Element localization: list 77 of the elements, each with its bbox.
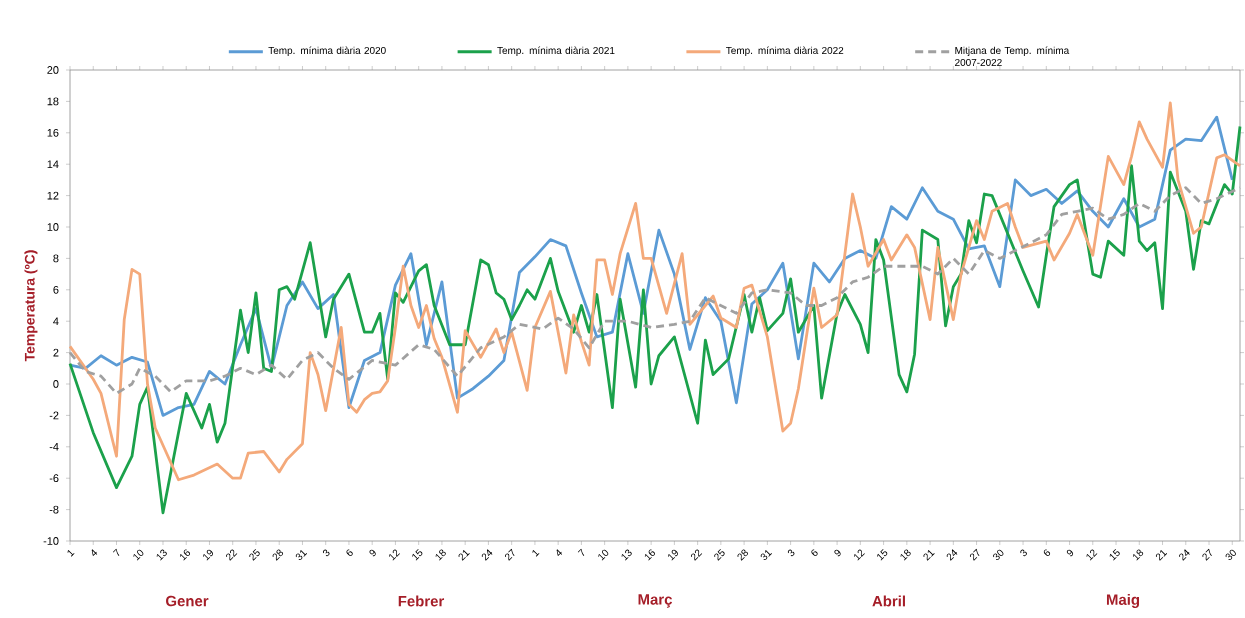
- x-tick-label: 18: [1132, 549, 1144, 561]
- x-tick-label: 15: [877, 548, 888, 561]
- text: Febrer: [398, 595, 445, 607]
- x-tick-label: 12: [854, 549, 865, 561]
- text: Març: [638, 594, 673, 608]
- x-tick-label: 1: [67, 549, 75, 557]
- x-tick-label: 15: [412, 548, 423, 561]
- legend-label: Temp. mínima diària 2020: [268, 46, 386, 56]
- x-tick-label: 7: [112, 548, 120, 556]
- x-tick-label: 30: [1225, 549, 1236, 561]
- y-tick-label: -4: [49, 443, 59, 451]
- x-tick-label: 30: [993, 549, 1004, 561]
- x-tick-label: 13: [621, 549, 632, 561]
- x-tick-label: 12: [1086, 549, 1098, 561]
- x-tick-label: 22: [226, 549, 238, 561]
- x-tick-label: 27: [505, 548, 515, 561]
- x-tick-label: 10: [133, 549, 144, 561]
- x-tick-label: 6: [346, 549, 353, 556]
- y-tick-label: 2: [53, 348, 59, 357]
- text: Abril: [872, 595, 905, 607]
- x-tick-label: 9: [369, 549, 376, 557]
- y-tick-label: -8: [49, 505, 59, 514]
- x-tick-label: 31: [760, 550, 772, 561]
- x-tick-label: 4: [91, 549, 98, 556]
- x-tick-label: 9: [1066, 549, 1074, 557]
- x-tick-label: 12: [389, 549, 400, 561]
- x-tick-label: 18: [900, 549, 911, 561]
- x-tick-label: 25: [249, 549, 260, 561]
- y-tick-label: 12: [47, 191, 59, 200]
- x-tick-label: 6: [1043, 549, 1051, 556]
- x-tick-label: 21: [923, 550, 935, 561]
- x-tick-label: 16: [179, 549, 191, 561]
- x-tick-label: 24: [1179, 549, 1190, 561]
- x-tick-label: 21: [458, 550, 470, 561]
- y-tick-label: 6: [53, 285, 59, 294]
- x-tick-label: 9: [834, 549, 841, 557]
- legend-label: Temp. mínima diària 2021: [497, 46, 615, 56]
- x-tick-label: 1: [532, 549, 540, 557]
- legend-label: Temp. mínima diària 2022: [726, 46, 844, 56]
- x-tick-label: 27: [969, 548, 980, 561]
- x-tick-label: 3: [787, 549, 795, 557]
- x-tick-label: 3: [322, 549, 330, 557]
- text: Maig: [1106, 594, 1140, 608]
- x-tick-label: 16: [644, 549, 655, 561]
- y-tick-label: -6: [49, 474, 59, 483]
- x-tick-label: 6: [811, 549, 818, 556]
- y-tick-label: 18: [47, 97, 59, 106]
- x-tick-label: 25: [714, 549, 725, 561]
- y-tick-label: 8: [53, 254, 59, 263]
- x-tick-label: 3: [1020, 549, 1027, 557]
- x-tick-label: 27: [1202, 548, 1212, 561]
- x-tick-label: 19: [203, 549, 214, 561]
- x-tick-label: 31: [295, 550, 308, 561]
- x-tick-label: 15: [1109, 548, 1120, 561]
- x-tick-label: 10: [598, 549, 609, 561]
- y-tick-label: -10: [43, 537, 59, 545]
- x-tick-label: 18: [435, 549, 446, 561]
- x-tick-label: 24: [481, 549, 493, 561]
- x-tick-label: 13: [156, 549, 167, 561]
- y-tick-label: 20: [47, 66, 59, 74]
- x-tick-label: 21: [1155, 550, 1168, 561]
- y-tick-label: 16: [47, 128, 59, 137]
- y-axis-title: Temperatura (ºC): [24, 250, 38, 362]
- x-tick-label: 28: [272, 549, 284, 561]
- text: Gener: [166, 595, 209, 607]
- y-tick-label: 0: [53, 380, 59, 388]
- y-tick-label: 4: [53, 317, 59, 325]
- y-tick-label: 10: [47, 223, 59, 231]
- legend-label: Mitjana de Temp. mínima 2007-2022: [955, 46, 1070, 66]
- x-tick-label: 22: [690, 549, 703, 561]
- y-tick-label: 14: [47, 160, 59, 168]
- x-tick-label: 7: [577, 548, 585, 556]
- x-tick-label: 19: [668, 549, 678, 561]
- x-tick-label: 28: [737, 549, 748, 561]
- x-tick-label: 24: [946, 549, 958, 561]
- y-tick-label: -2: [49, 411, 59, 420]
- x-tick-label: 4: [556, 549, 563, 556]
